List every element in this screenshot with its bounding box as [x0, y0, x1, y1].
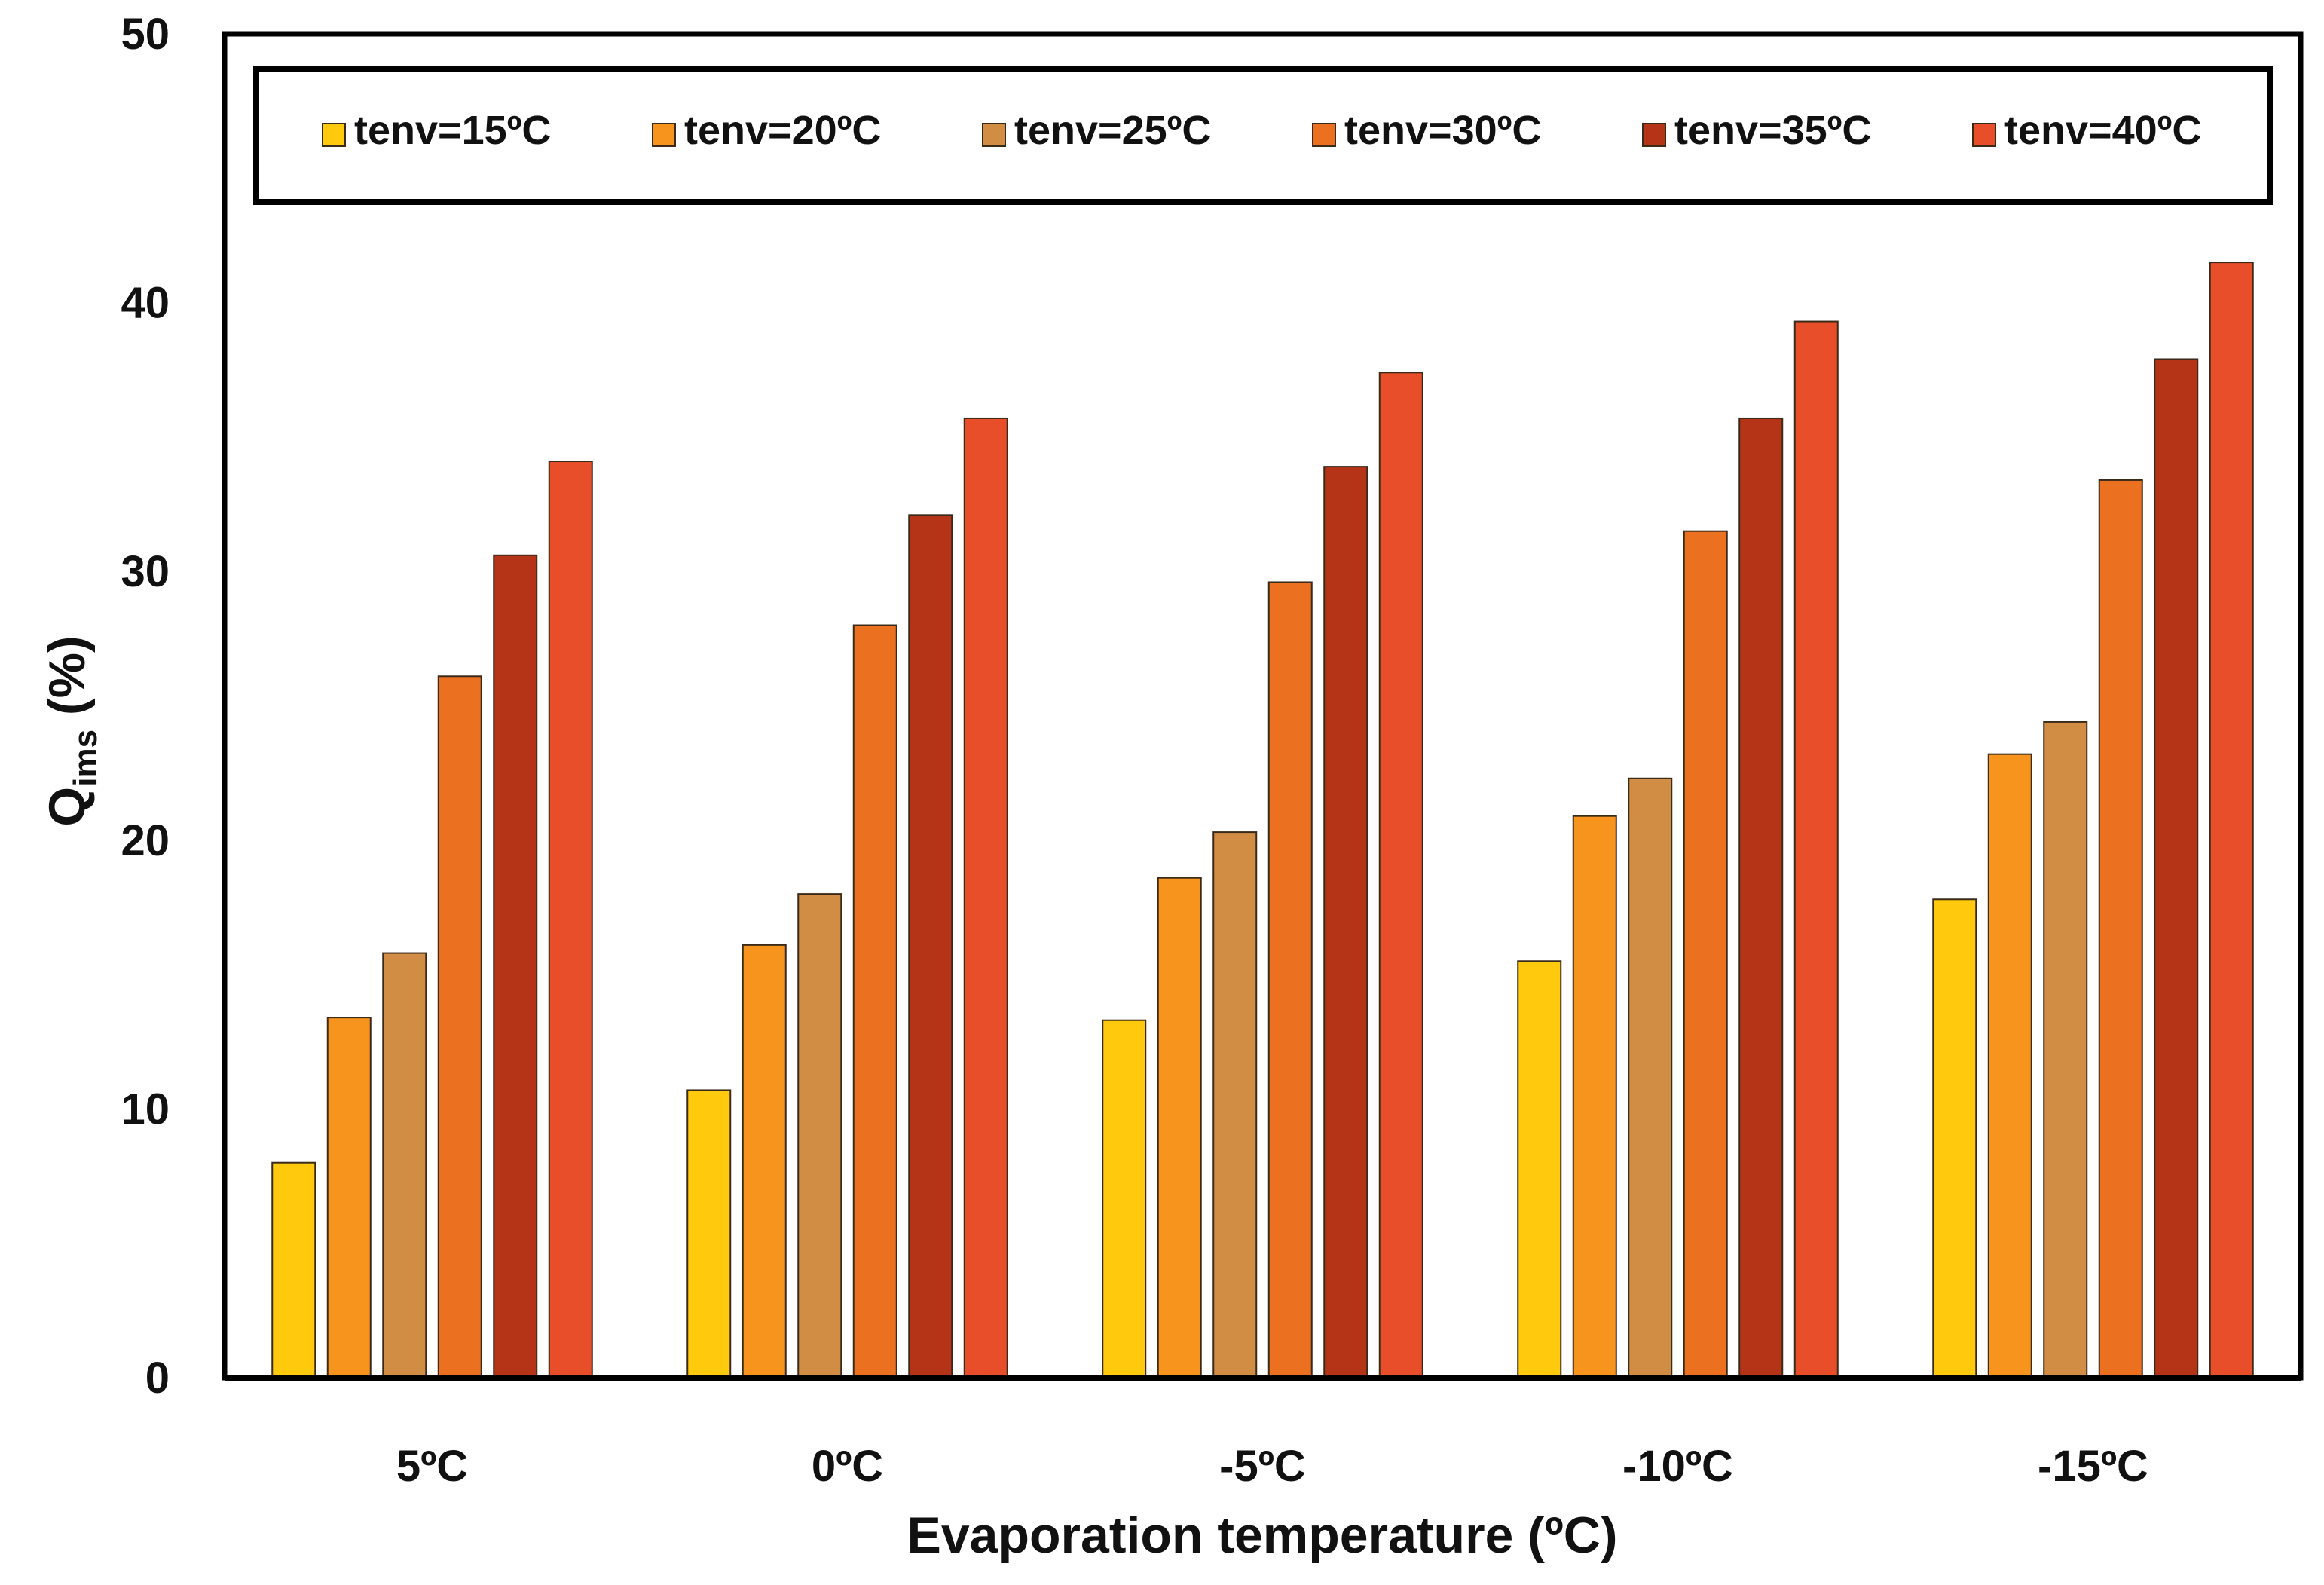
bar	[1738, 417, 1784, 1378]
bar	[2154, 358, 2199, 1379]
bar	[437, 675, 482, 1378]
x-tick-label: -10ºC	[1622, 1442, 1733, 1491]
x-tick-label: 0ºC	[812, 1442, 883, 1491]
y-tick-label: 20	[121, 816, 170, 865]
y-axis-title-unit: (%)	[38, 635, 96, 730]
y-tick-label: 50	[121, 10, 170, 59]
legend-label: tenv=35ºC	[1674, 108, 1871, 153]
bar	[1987, 753, 2032, 1378]
y-axis-ticks: 0 10 20 30 40 50	[121, 10, 170, 1403]
legend-swatch	[982, 123, 1006, 147]
bar	[493, 554, 538, 1379]
bar	[2098, 479, 2143, 1378]
bar	[382, 952, 427, 1378]
legend-label: tenv=40ºC	[2004, 108, 2201, 153]
bar	[908, 514, 953, 1379]
legend: tenv=15ºC tenv=20ºC tenv=25ºC tenv=30ºC tenv…	[253, 66, 2273, 205]
bar	[1932, 898, 1977, 1378]
legend-swatch	[652, 123, 676, 147]
bar	[797, 893, 842, 1378]
legend-label: tenv=25ºC	[1014, 108, 1211, 153]
legend-swatch	[1972, 123, 1996, 147]
bar	[1212, 831, 1258, 1379]
bar	[1157, 877, 1202, 1378]
x-tick-label: -15ºC	[2038, 1442, 2148, 1491]
x-tick-label: 5ºC	[396, 1442, 468, 1491]
bar	[1628, 777, 1673, 1378]
legend-label: tenv=15ºC	[354, 108, 551, 153]
legend-box	[253, 66, 2273, 205]
x-axis-tick-labels: 5ºC 0ºC -5ºC -10ºC -15ºC	[396, 1442, 2148, 1491]
bar	[1378, 372, 1423, 1378]
bar	[326, 1017, 372, 1378]
bar	[2043, 721, 2088, 1378]
legend-swatch	[1312, 123, 1336, 147]
bar	[1793, 320, 1839, 1378]
bar	[852, 624, 897, 1378]
bar	[271, 1161, 316, 1378]
legend-swatch	[322, 123, 346, 147]
bar	[1102, 1019, 1147, 1379]
x-axis-title: Evaporation temperature (ºC)	[907, 1507, 1617, 1564]
bars	[271, 262, 2254, 1379]
bar	[1267, 581, 1313, 1378]
y-axis-title-subscript: ims	[67, 730, 104, 787]
bar	[686, 1089, 732, 1378]
bar	[548, 460, 593, 1378]
bar	[742, 944, 787, 1378]
y-axis-title-main: Q	[38, 787, 96, 827]
y-tick-label: 0	[145, 1354, 170, 1403]
legend-label: tenv=20ºC	[684, 108, 881, 153]
legend-swatch	[1642, 123, 1666, 147]
bar	[1323, 466, 1368, 1378]
y-tick-label: 40	[121, 279, 170, 328]
bar	[1572, 815, 1617, 1379]
y-tick-label: 30	[121, 547, 170, 596]
y-tick-label: 10	[121, 1085, 170, 1134]
bar	[2209, 262, 2254, 1378]
bar	[1517, 960, 1562, 1378]
y-axis-title: Qims (%)	[38, 635, 104, 826]
bar	[963, 417, 1008, 1378]
bar	[1683, 530, 1728, 1379]
legend-label: tenv=30ºC	[1344, 108, 1541, 153]
x-tick-label: -5ºC	[1219, 1442, 1306, 1491]
